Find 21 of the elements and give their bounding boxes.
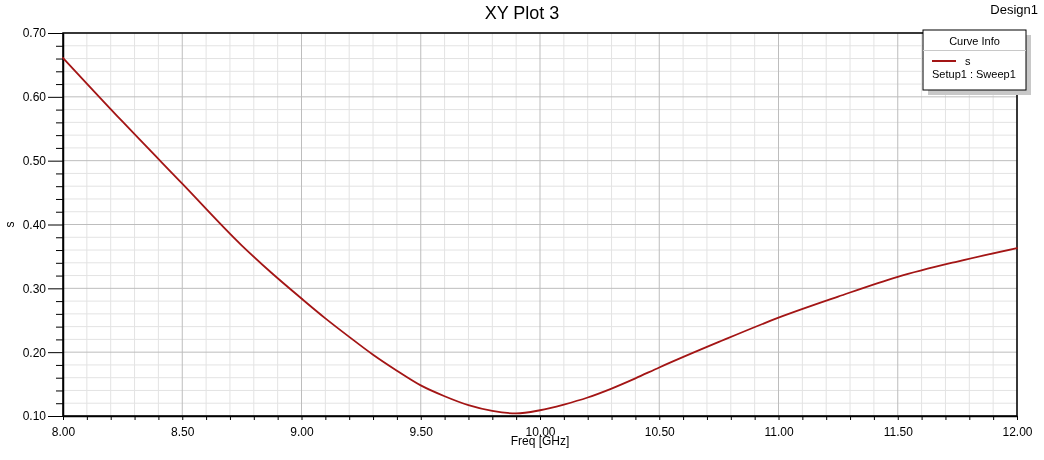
x-tick-label: 9.50: [409, 425, 434, 440]
y-axis-title: s: [3, 221, 17, 228]
x-tick-label: 9.00: [290, 425, 314, 440]
x-tick-label: 8.50: [171, 425, 195, 440]
y-tick-label: 0.70: [22, 26, 47, 41]
x-tick-label: 12.00: [1002, 425, 1033, 440]
y-tick-label: 0.30: [22, 281, 47, 296]
text: Design1: [990, 2, 1038, 17]
x-tick-label: 8.00: [51, 425, 76, 440]
legend-label: s: [965, 55, 971, 67]
y-tick-label: 0.10: [22, 409, 47, 424]
y-tick-label: 0.50: [22, 154, 47, 169]
x-tick-label: 11.50: [883, 425, 914, 440]
chart-title: XY Plot 3: [484, 3, 560, 23]
x-tick-label: 10.50: [644, 425, 676, 440]
y-tick-label: 0.40: [22, 217, 47, 232]
annotation: Setup1 : Sweep1: [932, 68, 1016, 80]
x-tick-label: 11.00: [764, 425, 794, 440]
y-tick-label: 0.60: [22, 90, 47, 105]
legend-title: Curve Info: [949, 35, 1000, 47]
y-tick-label: 0.20: [22, 345, 47, 360]
